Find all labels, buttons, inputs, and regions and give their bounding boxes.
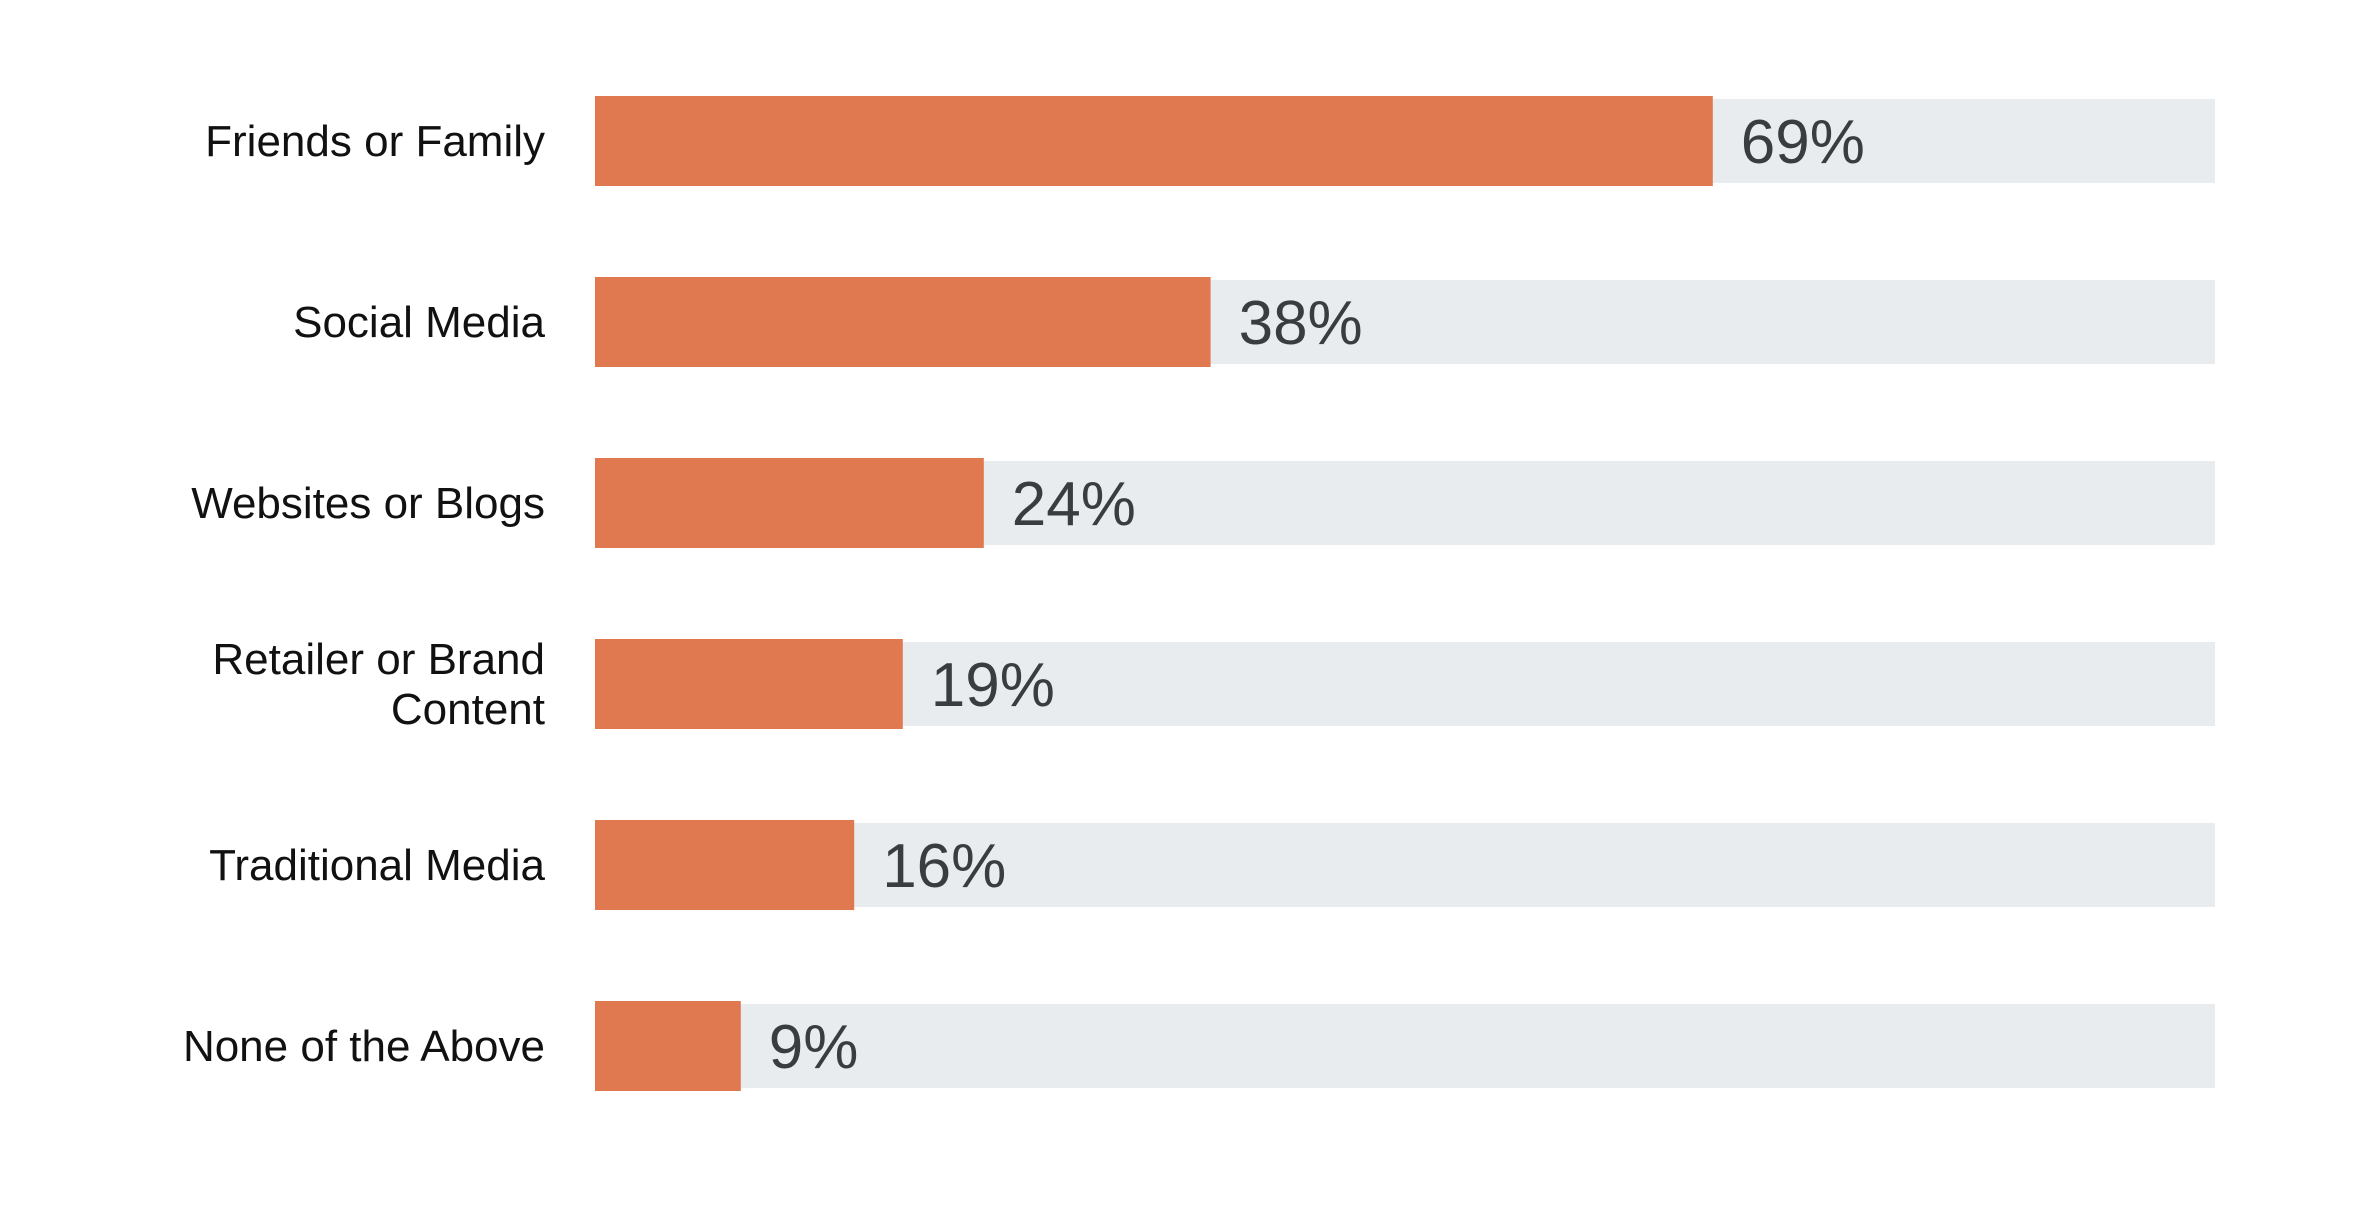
value-label-websites-or-blogs: 24%	[1012, 470, 1136, 539]
category-label-friends-or-family: Friends or Family	[205, 117, 545, 166]
bar-track-none-of-the-above	[595, 1004, 2215, 1088]
category-labels: Friends or Family Social Media Websites or…	[183, 117, 546, 1071]
bar-friends-or-family	[595, 96, 1713, 186]
bar-track-traditional-media	[595, 823, 2215, 907]
category-label-websites-or-blogs: Websites or Blogs	[191, 479, 545, 528]
value-label-friends-or-family: 69%	[1741, 108, 1865, 177]
value-label-traditional-media: 16%	[882, 832, 1006, 901]
value-label-retailer-or-brand-content: 19%	[931, 651, 1055, 720]
category-label-none-of-the-above: None of the Above	[183, 1022, 545, 1071]
bar-retailer-or-brand-content	[595, 639, 903, 729]
bar-tracks	[595, 99, 2215, 1088]
category-label-traditional-media: Traditional Media	[209, 841, 545, 890]
value-labels: 69% 38% 24% 19% 16% 9%	[769, 108, 1865, 1082]
category-label-retailer-or-brand-content: Retailer or Brand Content	[212, 635, 545, 734]
bar-social-media	[595, 277, 1211, 367]
bar-traditional-media	[595, 820, 855, 910]
value-label-none-of-the-above: 9%	[769, 1013, 859, 1082]
bar-websites-or-blogs	[595, 458, 984, 548]
category-label-social-media: Social Media	[293, 298, 545, 347]
bars	[595, 96, 1713, 1091]
bar-none-of-the-above	[595, 1001, 741, 1091]
value-label-social-media: 38%	[1239, 289, 1363, 358]
